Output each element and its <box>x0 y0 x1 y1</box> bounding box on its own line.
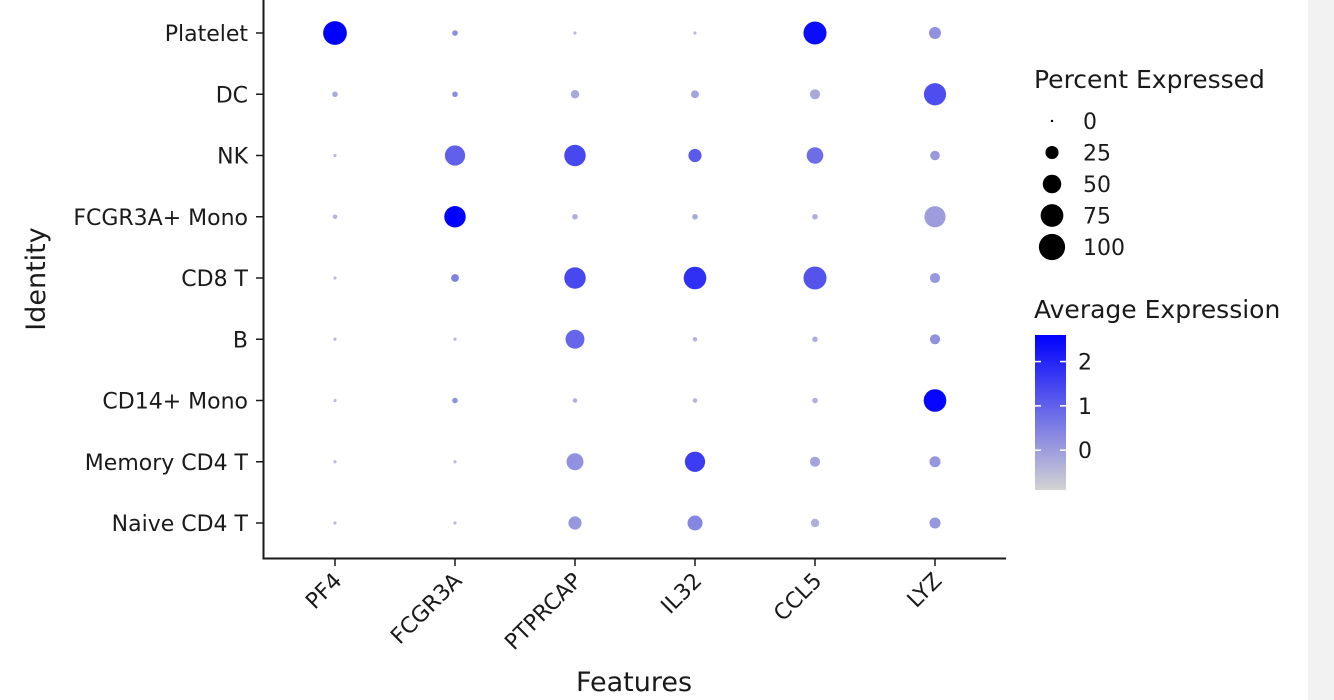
dot-fcgr3a-plus-mono-fcgr3a <box>444 206 466 228</box>
y-axis-title: Identity <box>21 227 52 330</box>
x-tick-label-pf4: PF4 <box>301 569 347 615</box>
color-legend-label-1: 1 <box>1078 395 1092 420</box>
dot-fcgr3a-plus-mono-lyz <box>924 206 946 228</box>
dot-dc-lyz <box>923 83 947 106</box>
dot-memory-cd4-t-ptprcap <box>566 453 584 471</box>
color-legend-title: Average Expression <box>1034 295 1280 324</box>
dot-dc-ptprcap <box>570 90 580 99</box>
dot-b-lyz <box>929 334 941 345</box>
window-edge-strip <box>1308 0 1334 700</box>
dot-b-pf4 <box>333 337 337 341</box>
dot-fcgr3a-plus-mono-pf4 <box>332 214 338 220</box>
axis-ticks <box>256 32 936 566</box>
dot-b-ccl5 <box>812 336 818 343</box>
size-legend-dot-75 <box>1040 204 1064 227</box>
y-tick-labels: Naive CD4 T Memory CD4 T CD14+ Mono B CD8 T F… <box>73 22 248 537</box>
dot-naive-cd4-t-ccl5 <box>810 518 820 528</box>
dot-cd8-t-ccl5 <box>803 266 827 290</box>
x-tick-label-lyz: LYZ <box>903 569 947 613</box>
dot-dc-pf4 <box>332 91 338 98</box>
dot-memory-cd4-t-il32 <box>684 451 706 472</box>
dot-cd14-plus-mono-ccl5 <box>812 397 818 404</box>
dot-platelet-il32 <box>693 31 697 35</box>
x-tick-label-il32: IL32 <box>657 569 708 620</box>
color-bar <box>1035 335 1066 490</box>
size-legend: Percent Expressed 0 25 50 75 100 <box>1034 65 1265 261</box>
dot-platelet-pf4 <box>323 21 347 45</box>
dot-nk-ptprcap <box>564 144 586 167</box>
dot-b-il32 <box>692 336 698 342</box>
dot-memory-cd4-t-fcgr3a <box>453 460 457 464</box>
dot-naive-cd4-t-ptprcap <box>568 516 582 530</box>
size-legend-dot-25 <box>1045 145 1059 160</box>
size-legend-label-75: 75 <box>1083 205 1111 230</box>
dot-nk-lyz <box>930 150 940 161</box>
dot-memory-cd4-t-pf4 <box>333 460 337 464</box>
color-legend-label-0: 0 <box>1078 439 1092 464</box>
dot-memory-cd4-t-lyz <box>929 456 941 468</box>
x-tick-label-ccl5: CCL5 <box>769 569 827 627</box>
dot-platelet-lyz <box>929 27 941 39</box>
y-tick-label-nk: NK <box>217 145 248 170</box>
size-legend-dot-100 <box>1038 233 1066 261</box>
x-tick-labels: PF4 FCGR3A PTPRCAP IL32 CCL5 LYZ <box>301 569 947 656</box>
dot-nk-fcgr3a <box>444 145 466 166</box>
dot-naive-cd4-t-pf4 <box>333 521 337 525</box>
dot-cd14-plus-mono-fcgr3a <box>452 397 458 404</box>
dot-naive-cd4-t-fcgr3a <box>453 521 457 525</box>
dot-naive-cd4-t-lyz <box>929 517 941 529</box>
dot-cd14-plus-mono-il32 <box>692 398 698 403</box>
dot-nk-pf4 <box>333 153 337 158</box>
dot-cd14-plus-mono-lyz <box>923 389 947 412</box>
size-legend-label-25: 25 <box>1083 142 1111 167</box>
dot-fcgr3a-plus-mono-il32 <box>692 213 698 220</box>
size-legend-label-0: 0 <box>1083 110 1097 135</box>
y-tick-label-b: B <box>233 328 248 353</box>
dot-b-fcgr3a <box>453 337 457 341</box>
size-legend-dot-0 <box>1050 119 1054 123</box>
dot-cd8-t-pf4 <box>333 276 337 280</box>
size-legend-label-50: 50 <box>1083 173 1111 198</box>
x-axis-title: Features <box>576 667 692 698</box>
dot-dc-ccl5 <box>809 89 821 100</box>
dot-platelet-ptprcap <box>573 31 577 35</box>
dot-cd14-plus-mono-ptprcap <box>572 398 578 403</box>
size-legend-dot-50 <box>1042 174 1062 194</box>
dot-cd14-plus-mono-pf4 <box>333 398 337 403</box>
x-tick-label-fcgr3a: FCGR3A <box>386 569 467 650</box>
y-tick-label-platelet: Platelet <box>165 22 249 47</box>
size-legend-title: Percent Expressed <box>1034 65 1265 94</box>
y-tick-label-fcgr3a-plus-mono: FCGR3A+ Mono <box>73 206 248 231</box>
size-legend-label-100: 100 <box>1083 236 1125 261</box>
dot-cd8-t-fcgr3a <box>451 274 459 282</box>
dot-marks <box>323 21 947 531</box>
plot-axes <box>262 0 1006 560</box>
dot-naive-cd4-t-il32 <box>687 515 703 531</box>
x-tick-label-ptprcap: PTPRCAP <box>500 569 587 656</box>
y-tick-label-naive-cd4-t: Naive CD4 T <box>112 512 249 537</box>
y-tick-label-cd14-plus-mono: CD14+ Mono <box>102 390 248 415</box>
dot-fcgr3a-plus-mono-ccl5 <box>812 213 818 220</box>
dot-dc-il32 <box>691 90 699 99</box>
color-legend: Average Expression 2 1 0 <box>1034 295 1280 490</box>
dot-memory-cd4-t-ccl5 <box>809 456 821 467</box>
color-legend-label-2: 2 <box>1078 351 1092 376</box>
dot-platelet-ccl5 <box>803 21 827 45</box>
dot-nk-il32 <box>688 148 702 163</box>
dot-b-ptprcap <box>565 329 585 349</box>
dot-dc-fcgr3a <box>452 91 458 98</box>
dot-cd8-t-lyz <box>929 272 941 284</box>
dot-cd8-t-il32 <box>683 266 707 290</box>
dot-fcgr3a-plus-mono-ptprcap <box>572 213 578 220</box>
y-tick-label-cd8-t: CD8 T <box>181 267 248 292</box>
y-tick-label-dc: DC <box>216 83 248 108</box>
y-tick-label-memory-cd4-t: Memory CD4 T <box>85 451 249 476</box>
dot-nk-ccl5 <box>806 147 824 164</box>
dot-cd8-t-ptprcap <box>564 267 586 289</box>
dot-platelet-fcgr3a <box>452 30 458 36</box>
